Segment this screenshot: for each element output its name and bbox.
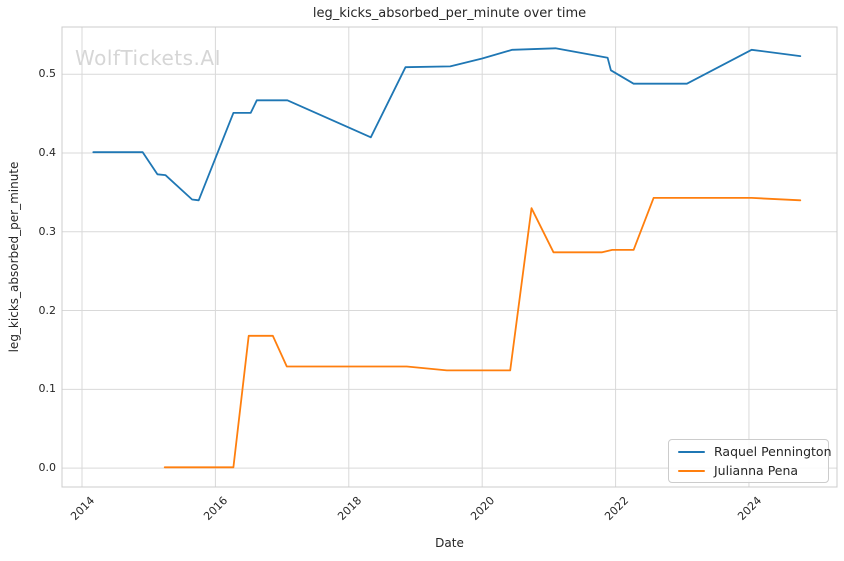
legend-swatch-raquel-pennington bbox=[678, 450, 705, 453]
y-tick-label: 0.0 bbox=[38, 461, 57, 475]
legend-swatch-julianna-pena bbox=[678, 469, 705, 472]
series-line-julianna-pena bbox=[163, 196, 802, 469]
legend-entry-raquel-pennington: Raquel Pennington bbox=[678, 442, 832, 461]
y-tick-label: 0.4 bbox=[38, 146, 57, 160]
x-axis-label: Date bbox=[435, 536, 464, 550]
chart-title: leg_kicks_absorbed_per_minute over time bbox=[312, 6, 587, 21]
y-tick-label: 0.1 bbox=[38, 382, 57, 396]
y-tick-label: 0.2 bbox=[38, 303, 57, 317]
legend-entry-julianna-pena: Julianna Pena bbox=[678, 461, 828, 480]
y-axis-label: leg_kicks_absorbed_per_minute bbox=[7, 161, 21, 353]
y-tick-label: 0.5 bbox=[38, 67, 57, 81]
legend-label-raquel-pennington: Raquel Pennington bbox=[714, 444, 832, 459]
y-tick-label: 0.3 bbox=[38, 224, 57, 238]
legend-label-julianna-pena: Julianna Pena bbox=[714, 463, 799, 478]
watermark: WolfTickets.AI bbox=[75, 46, 221, 70]
series-line-raquel-pennington bbox=[92, 47, 802, 202]
legend: Raquel Pennington Julianna Pena bbox=[668, 439, 832, 483]
plot-border bbox=[61, 26, 838, 488]
